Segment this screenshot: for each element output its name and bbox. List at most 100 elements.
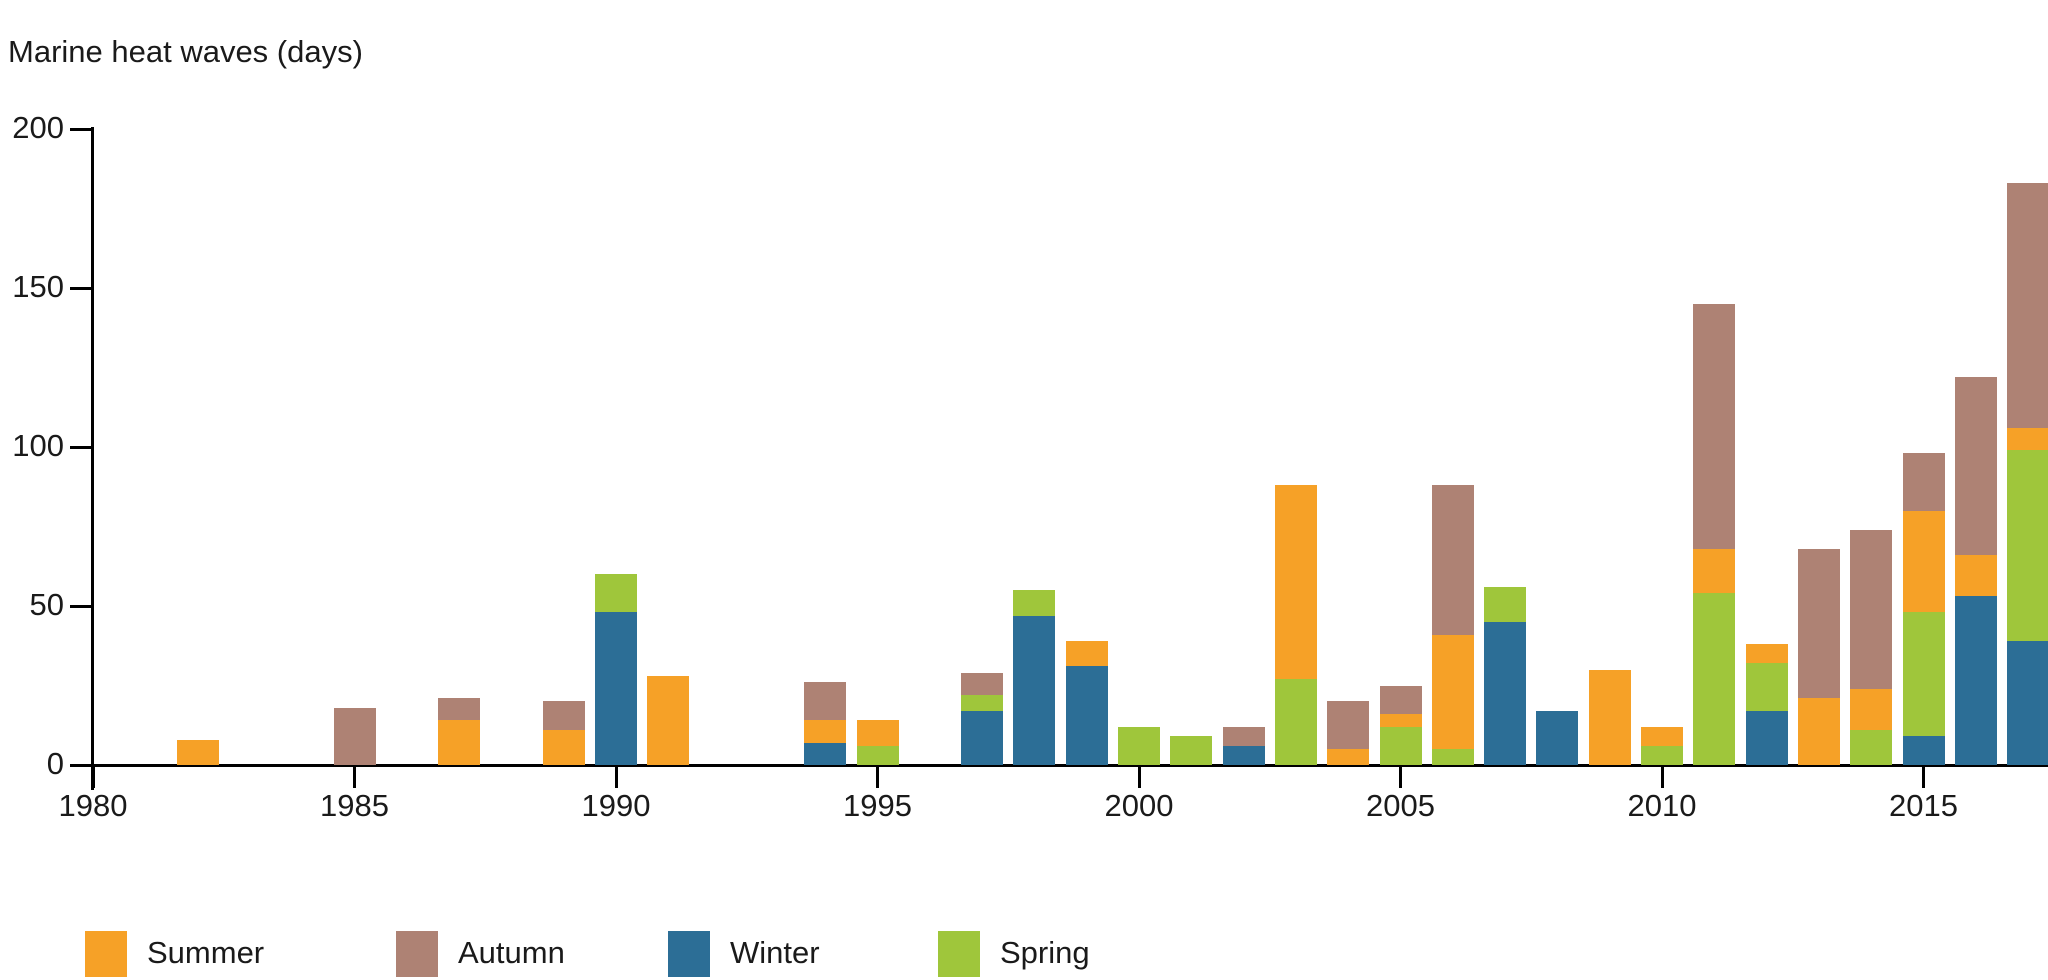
- bar-2000-spring: [1118, 726, 1160, 765]
- bar-1997-winter: [961, 710, 1004, 765]
- bar-2003-spring: [1274, 679, 1317, 765]
- bar-2010-summer: [1641, 726, 1683, 746]
- bar-2015-autumn: [1902, 453, 1945, 511]
- bar-2010-spring: [1641, 745, 1683, 765]
- bar-2003-summer: [1274, 485, 1317, 680]
- y-tick-label: 50: [29, 587, 64, 622]
- y-tick: [70, 128, 92, 131]
- y-tick: [70, 446, 92, 449]
- x-tick: [1399, 766, 1402, 788]
- bar-2016-summer: [1954, 555, 1997, 597]
- legend-swatch-summer: [85, 931, 127, 977]
- x-tick: [1660, 766, 1664, 788]
- x-tick-label: 2015: [1889, 788, 1958, 823]
- bar-1997-spring: [961, 695, 1004, 711]
- bar-2016-winter: [1954, 596, 1997, 765]
- bar-2015-summer: [1902, 510, 1945, 613]
- bar-1995-summer: [856, 720, 899, 746]
- legend-swatch-spring: [938, 931, 980, 977]
- legend-label: Winter: [730, 935, 820, 970]
- x-axis-line: [91, 764, 2048, 767]
- bar-2012-winter: [1745, 710, 1788, 765]
- x-tick-label: 1980: [58, 788, 128, 823]
- bar-2002-autumn: [1222, 726, 1265, 746]
- bar-2015-winter: [1902, 736, 1945, 765]
- bar-2006-summer: [1431, 634, 1474, 750]
- bar-1982-summer: [176, 739, 219, 765]
- x-tick: [91, 766, 95, 788]
- bar-1987-autumn: [438, 698, 481, 721]
- y-tick-label: 0: [46, 746, 64, 781]
- bar-2011-autumn: [1693, 303, 1736, 549]
- x-tick-label: 2010: [1627, 788, 1697, 823]
- bar-2011-summer: [1693, 548, 1736, 594]
- x-tick: [1922, 766, 1925, 788]
- y-tick: [70, 764, 92, 767]
- bar-2013-autumn: [1797, 548, 1840, 699]
- bar-2001-spring: [1170, 736, 1213, 765]
- legend-label: Autumn: [458, 935, 565, 970]
- x-tick-label: 1990: [581, 788, 651, 823]
- bar-2014-autumn: [1850, 529, 1893, 689]
- x-tick-label: 2000: [1104, 788, 1174, 823]
- bar-2005-spring: [1379, 726, 1422, 765]
- bar-1998-spring: [1013, 590, 1056, 616]
- bar-1999-winter: [1065, 666, 1108, 765]
- bar-1989-autumn: [542, 701, 585, 730]
- bar-1991-summer: [647, 675, 690, 765]
- bar-2006-spring: [1431, 749, 1474, 765]
- y-tick-label: 150: [12, 269, 64, 304]
- bar-2006-autumn: [1431, 485, 1474, 635]
- y-tick-label: 100: [12, 428, 64, 463]
- bar-2017-winter: [2007, 640, 2048, 765]
- bar-1985-autumn: [333, 707, 376, 765]
- y-axis-line: [91, 127, 94, 790]
- bar-2002-winter: [1222, 745, 1265, 765]
- legend: Summer Autumn Winter Spring: [0, 929, 2048, 980]
- bar-2015-spring: [1902, 612, 1945, 737]
- bar-2008-winter: [1536, 710, 1579, 765]
- legend-swatch-winter: [668, 931, 710, 977]
- bar-1990-winter: [595, 612, 637, 765]
- x-tick: [876, 766, 879, 788]
- bar-2009-summer: [1588, 669, 1631, 765]
- bar-1990-spring: [595, 574, 637, 613]
- bar-2014-spring: [1850, 730, 1893, 765]
- bar-2013-summer: [1797, 698, 1840, 765]
- bar-2017-spring: [2007, 450, 2048, 641]
- bar-1994-autumn: [804, 682, 847, 721]
- bar-2012-spring: [1745, 663, 1788, 711]
- x-tick: [614, 766, 618, 788]
- legend-label: Summer: [147, 935, 265, 970]
- bar-1987-summer: [438, 720, 481, 765]
- bar-1999-summer: [1065, 640, 1108, 667]
- bar-1997-autumn: [961, 672, 1004, 696]
- bar-2012-summer: [1745, 644, 1788, 664]
- bar-1989-summer: [542, 730, 585, 765]
- bar-2005-summer: [1379, 714, 1422, 727]
- y-tick-label: 200: [12, 110, 64, 145]
- y-tick: [70, 605, 92, 608]
- bar-2004-autumn: [1327, 701, 1370, 750]
- bar-2005-autumn: [1379, 685, 1422, 715]
- legend-swatch-autumn: [396, 931, 438, 977]
- bar-2007-winter: [1484, 621, 1527, 765]
- bar-2011-spring: [1693, 593, 1736, 765]
- bar-1995-spring: [856, 745, 899, 765]
- bar-1994-winter: [804, 742, 847, 765]
- x-tick-label: 1995: [843, 788, 912, 823]
- x-tick-label: 1985: [320, 788, 389, 823]
- bar-2004-summer: [1327, 749, 1370, 765]
- bar-2007-spring: [1484, 586, 1527, 622]
- legend-label: Spring: [1000, 935, 1090, 970]
- bar-2017-autumn: [2007, 183, 2048, 428]
- bar-2014-summer: [1850, 688, 1893, 730]
- x-tick-label: 2005: [1366, 788, 1435, 823]
- chart-title: Marine heat waves (days): [8, 34, 363, 69]
- bar-2016-autumn: [1954, 377, 1997, 556]
- x-tick: [353, 766, 356, 788]
- y-tick: [70, 287, 92, 290]
- bar-1998-winter: [1013, 615, 1056, 765]
